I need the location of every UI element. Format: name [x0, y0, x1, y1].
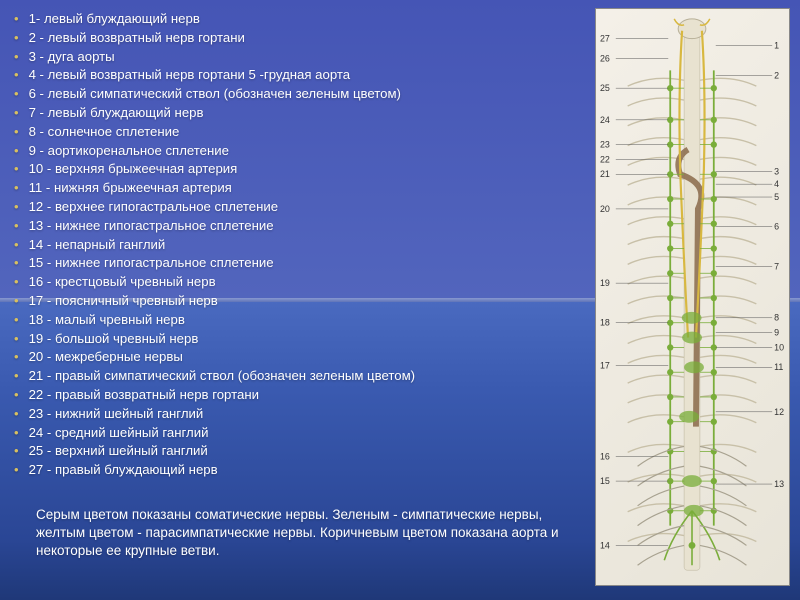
legend-text: 1- левый блуждающий нерв	[29, 11, 200, 26]
legend-text: 13 - нижнее гипогастральное сплетение	[29, 218, 274, 233]
bullet-icon: •	[14, 11, 19, 26]
bullet-icon: •	[14, 293, 19, 308]
legend-item: • 20 - межреберные нервы	[14, 348, 800, 367]
bullet-icon: •	[14, 30, 19, 45]
bullet-icon: •	[14, 425, 19, 440]
bullet-icon: •	[14, 86, 19, 101]
legend-text: 9 - аортикоренальное сплетение	[29, 143, 229, 158]
bullet-icon: •	[14, 199, 19, 214]
legend-text: 17 - поясничный чревный нерв	[29, 293, 218, 308]
legend-item: • 27 - правый блуждающий нерв	[14, 461, 800, 480]
bullet-icon: •	[14, 67, 19, 82]
bullet-icon: •	[14, 406, 19, 421]
legend-text: 3 - дуга аорты	[29, 49, 115, 64]
legend-text: 10 - верхняя брыжеечная артерия	[29, 161, 238, 176]
legend-item: • 23 - нижний шейный ганглий	[14, 405, 800, 424]
footer-description: Серым цветом показаны соматические нервы…	[36, 506, 576, 560]
legend-text: 23 - нижний шейный ганглий	[29, 406, 204, 421]
legend-item: • 25 - верхний шейный ганглий	[14, 442, 800, 461]
legend-text: 16 - крестцовый чревный нерв	[29, 274, 216, 289]
bullet-icon: •	[14, 143, 19, 158]
legend-item: • 17 - поясничный чревный нерв	[14, 292, 800, 311]
bullet-icon: •	[14, 237, 19, 252]
bullet-icon: •	[14, 462, 19, 477]
legend-text: 21 - правый симпатический ствол (обознач…	[29, 368, 416, 383]
legend-text: 8 - солнечное сплетение	[29, 124, 180, 139]
legend-item: • 4 - левый возвратный нерв гортани 5 -гр…	[14, 66, 800, 85]
bullet-icon: •	[14, 49, 19, 64]
legend-text: 18 - малый чревный нерв	[29, 312, 185, 327]
bullet-icon: •	[14, 443, 19, 458]
legend-item: • 16 - крестцовый чревный нерв	[14, 273, 800, 292]
legend-text: 19 - большой чревный нерв	[29, 331, 199, 346]
legend-item: • 19 - большой чревный нерв	[14, 330, 800, 349]
legend-text: 24 - средний шейный ганглий	[29, 425, 209, 440]
bullet-icon: •	[14, 124, 19, 139]
bullet-icon: •	[14, 255, 19, 270]
bullet-icon: •	[14, 331, 19, 346]
legend-item: • 10 - верхняя брыжеечная артерия	[14, 160, 800, 179]
legend-item: • 3 - дуга аорты	[14, 48, 800, 67]
legend-item: • 2 - левый возвратный нерв гортани	[14, 29, 800, 48]
legend-item: • 9 - аортикоренальное сплетение	[14, 142, 800, 161]
legend-item: • 21 - правый симпатический ствол (обозна…	[14, 367, 800, 386]
bullet-icon: •	[14, 312, 19, 327]
legend-item: • 24 - средний шейный ганглий	[14, 424, 800, 443]
legend-text: 12 - верхнее гипогастральное сплетение	[29, 199, 279, 214]
legend-item: • 7 - левый блуждающий нерв	[14, 104, 800, 123]
legend-text: 20 - межреберные нервы	[29, 349, 183, 364]
legend-item: • 8 - солнечное сплетение	[14, 123, 800, 142]
bullet-icon: •	[14, 349, 19, 364]
legend-item: • 18 - малый чревный нерв	[14, 311, 800, 330]
legend-text: 7 - левый блуждающий нерв	[29, 105, 204, 120]
bullet-icon: •	[14, 218, 19, 233]
legend-item: • 1- левый блуждающий нерв	[14, 10, 800, 29]
svg-text:14: 14	[600, 540, 610, 550]
legend-item: • 13 - нижнее гипогастральное сплетение	[14, 217, 800, 236]
legend-text: 6 - левый симпатический ствол (обозначен…	[29, 86, 401, 101]
slide-content: • 1- левый блуждающий нерв • 2 - левый возв…	[0, 0, 800, 480]
legend-text: 11 - нижняя брыжеечная артерия	[29, 180, 232, 195]
bullet-icon: •	[14, 180, 19, 195]
bullet-icon: •	[14, 105, 19, 120]
bullet-icon: •	[14, 161, 19, 176]
legend-text: 4 - левый возвратный нерв гортани 5 -гру…	[29, 67, 351, 82]
legend-item: • 11 - нижняя брыжеечная артерия	[14, 179, 800, 198]
legend-item: • 22 - правый возвратный нерв гортани	[14, 386, 800, 405]
bullet-icon: •	[14, 368, 19, 383]
legend-text: 15 - нижнее гипогастральное сплетение	[29, 255, 274, 270]
legend-text: 2 - левый возвратный нерв гортани	[29, 30, 245, 45]
legend-item: • 14 - непарный ганглий	[14, 236, 800, 255]
legend-item: • 6 - левый симпатический ствол (обозначе…	[14, 85, 800, 104]
legend-item: • 12 - верхнее гипогастральное сплетение	[14, 198, 800, 217]
bullet-icon: •	[14, 274, 19, 289]
legend-item: • 15 - нижнее гипогастральное сплетение	[14, 254, 800, 273]
legend-text: 14 - непарный ганглий	[29, 237, 166, 252]
bullet-icon: •	[14, 387, 19, 402]
svg-text:13: 13	[774, 479, 784, 489]
legend-text: 25 - верхний шейный ганглий	[29, 443, 208, 458]
legend-text: 27 - правый блуждающий нерв	[29, 462, 218, 477]
legend-text: 22 - правый возвратный нерв гортани	[29, 387, 259, 402]
nerve-legend-list: • 1- левый блуждающий нерв • 2 - левый возв…	[14, 10, 800, 480]
